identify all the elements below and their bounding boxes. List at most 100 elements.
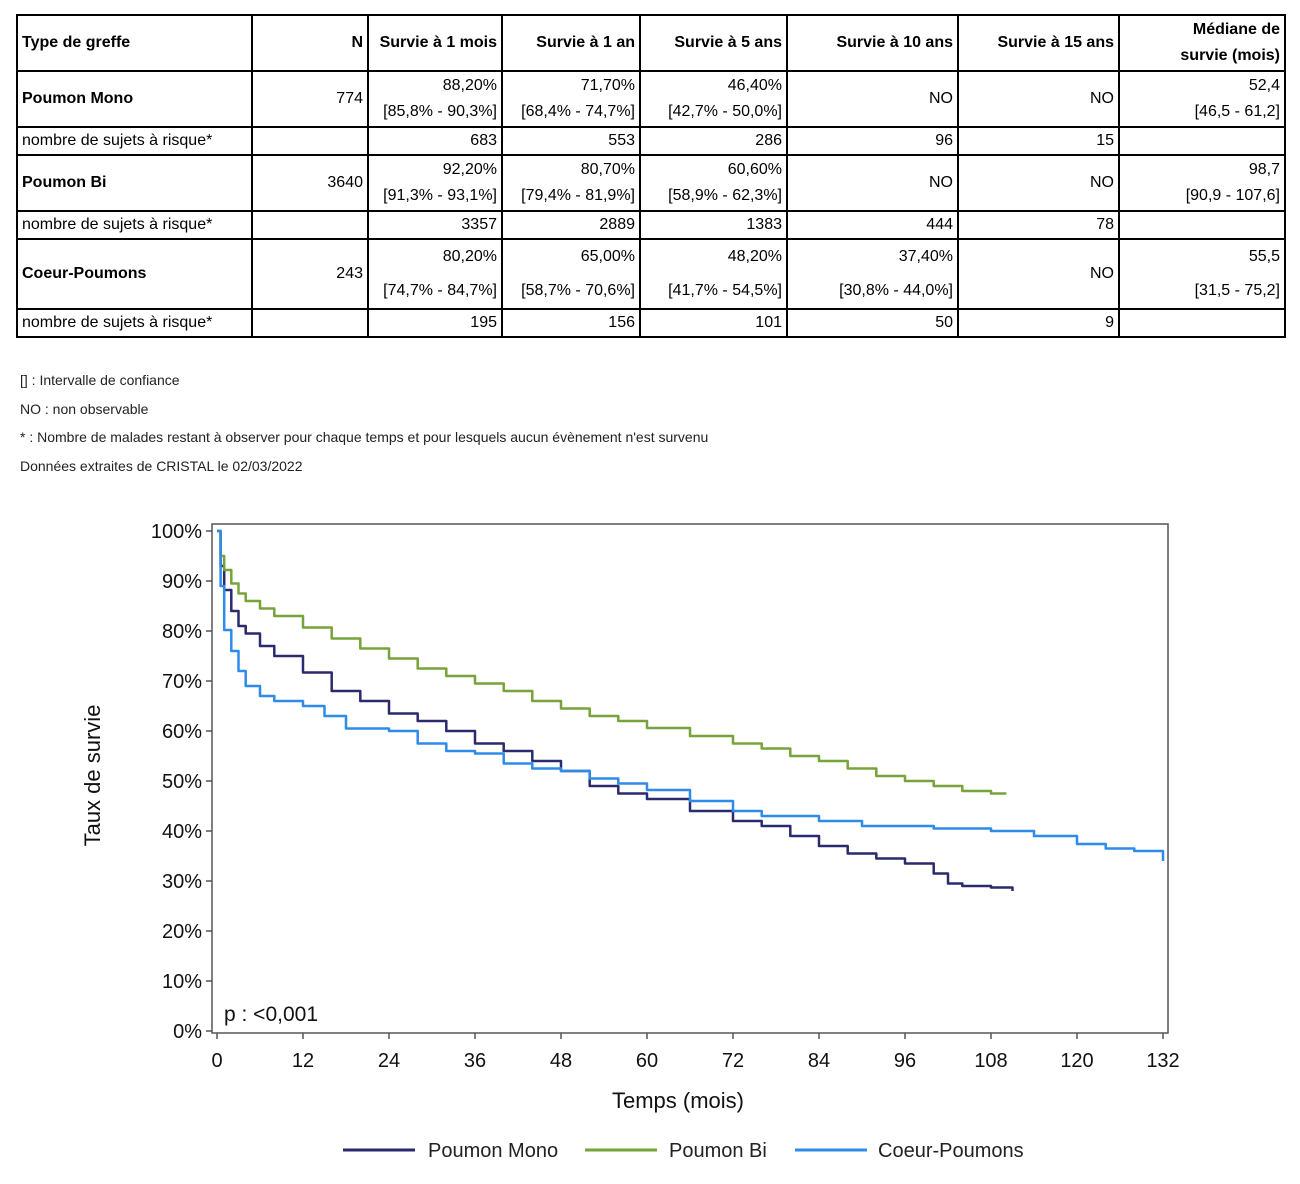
confidence-interval: [42,7% - 50,0%]	[668, 103, 782, 120]
confidence-interval: [41,7% - 54,5%]	[668, 282, 782, 299]
table-row: nombre de sujets à risque* 3357 2889 138…	[16, 210, 1286, 240]
cell-median: 55,5 [31,5 - 75,2]	[1118, 238, 1286, 310]
footnote-source: Données extraites de CRISTAL le 02/03/20…	[20, 458, 303, 475]
y-axis-label: Taux de survie	[80, 705, 105, 847]
cell-1-year: 80,70% [79,4% - 81,9%]	[501, 154, 641, 212]
value: 55,5	[1248, 248, 1280, 265]
group-name: Coeur-Poumons	[16, 238, 253, 310]
cell-5-years: 46,40% [42,7% - 50,0%]	[639, 70, 788, 128]
value: 92,20%	[442, 161, 497, 178]
legend-label: Coeur-Poumons	[878, 1140, 1024, 1162]
x-tick-label: 96	[894, 1050, 916, 1072]
risk-label: nombre de sujets à risque*	[16, 126, 253, 156]
cell-1-month: 92,20% [91,3% - 93,1%]	[367, 154, 503, 212]
group-n: 243	[251, 238, 369, 310]
cell-median: 52,4 [46,5 - 61,2]	[1118, 70, 1286, 128]
risk-10-years: 444	[786, 210, 959, 240]
y-tick-label: 0%	[173, 1021, 202, 1043]
confidence-interval: [91,3% - 93,1%]	[383, 187, 497, 204]
cell-5-years: 48,20% [41,7% - 54,5%]	[639, 238, 788, 310]
risk-empty	[251, 308, 369, 338]
y-tick-label: 30%	[162, 871, 202, 893]
confidence-interval: [58,7% - 70,6%]	[521, 282, 635, 299]
legend: Poumon Mono Poumon Bi Coeur-Poumons	[343, 1140, 1024, 1162]
risk-1-month: 3357	[367, 210, 503, 240]
risk-label: nombre de sujets à risque*	[16, 210, 253, 240]
cell-15-years: NO	[957, 238, 1120, 310]
risk-5-years: 1383	[639, 210, 788, 240]
table-row: nombre de sujets à risque* 195 156 101 5…	[16, 308, 1286, 338]
series-line-coeur-poumons	[217, 529, 1165, 861]
plot-frame	[211, 523, 1169, 1034]
table-header-row: Type de greffe N Survie à 1 mois Survie …	[16, 14, 1286, 72]
risk-5-years: 286	[639, 126, 788, 156]
risk-15-years: 78	[957, 210, 1120, 240]
header-10-years: Survie à 10 ans	[786, 14, 959, 72]
cell-10-years: 37,40% [30,8% - 44,0%]	[786, 238, 959, 310]
cell-1-year: 71,70% [68,4% - 74,7%]	[501, 70, 641, 128]
header-5-years: Survie à 5 ans	[639, 14, 788, 72]
x-tick-label: 48	[550, 1050, 572, 1072]
legend-label: Poumon Mono	[428, 1140, 558, 1162]
risk-empty	[251, 126, 369, 156]
confidence-interval: [31,5 - 75,2]	[1194, 282, 1280, 299]
table-row: Poumon Mono 774 88,20% [85,8% - 90,3%] 71…	[16, 70, 1286, 128]
value: 48,20%	[727, 248, 782, 265]
risk-1-month: 683	[367, 126, 503, 156]
y-tick-label: 100%	[151, 521, 202, 543]
risk-10-years: 96	[786, 126, 959, 156]
risk-empty	[1118, 126, 1286, 156]
risk-empty	[1118, 308, 1286, 338]
x-tick-label: 108	[974, 1050, 1007, 1072]
confidence-interval: [79,4% - 81,9%]	[521, 187, 635, 204]
group-n: 3640	[251, 154, 369, 212]
risk-15-years: 15	[957, 126, 1120, 156]
table-row: Coeur-Poumons 243 80,20% [74,7% - 84,7%] …	[16, 238, 1286, 310]
y-tick-label: 40%	[162, 821, 202, 843]
x-tick-label: 60	[636, 1050, 658, 1072]
x-tick-label: 36	[464, 1050, 486, 1072]
x-tick-label: 132	[1146, 1050, 1179, 1072]
cell-15-years: NO	[957, 154, 1120, 212]
cell-10-years: NO	[786, 70, 959, 128]
confidence-interval: [90,9 - 107,6]	[1185, 187, 1280, 204]
confidence-interval: [74,7% - 84,7%]	[383, 282, 497, 299]
confidence-interval: [46,5 - 61,2]	[1194, 103, 1280, 120]
series-line-poumon-mono	[217, 529, 1014, 891]
x-tick-label: 24	[378, 1050, 400, 1072]
x-tick-label: 84	[808, 1050, 830, 1072]
cell-1-year: 65,00% [58,7% - 70,6%]	[501, 238, 641, 310]
p-value-annotation: p : <0,001	[224, 1003, 318, 1026]
y-tick-label: 60%	[162, 721, 202, 743]
y-tick-label: 80%	[162, 621, 202, 643]
footnote-no: NO : non observable	[20, 400, 149, 417]
cell-1-month: 80,20% [74,7% - 84,7%]	[367, 238, 503, 310]
risk-10-years: 50	[786, 308, 959, 338]
x-tick-label: 120	[1060, 1050, 1093, 1072]
header-median-line1: Médiane de	[1192, 21, 1280, 38]
series-line-poumon-bi	[217, 529, 1007, 795]
risk-15-years: 9	[957, 308, 1120, 338]
x-tick-label: 72	[722, 1050, 744, 1072]
y-tick-label: 50%	[162, 771, 202, 793]
value: 88,20%	[442, 77, 497, 94]
footnote-risk: * : Nombre de malades restant à observer…	[20, 429, 709, 446]
y-tick-label: 90%	[162, 571, 202, 593]
cell-15-years: NO	[957, 70, 1120, 128]
x-tick-label: 12	[292, 1050, 314, 1072]
value: 60,60%	[727, 161, 782, 178]
risk-1-year: 2889	[501, 210, 641, 240]
table-row: nombre de sujets à risque* 683 553 286 9…	[16, 126, 1286, 156]
y-tick-label: 20%	[162, 921, 202, 943]
value: 65,00%	[580, 248, 635, 265]
header-n: N	[251, 14, 369, 72]
group-name: Poumon Mono	[16, 70, 253, 128]
value: 52,4	[1248, 77, 1280, 94]
risk-1-month: 195	[367, 308, 503, 338]
value: 71,70%	[580, 77, 635, 94]
risk-5-years: 101	[639, 308, 788, 338]
survival-table: Type de greffe N Survie à 1 mois Survie …	[16, 14, 1286, 338]
value: 80,70%	[580, 161, 635, 178]
confidence-interval: [85,8% - 90,3%]	[383, 103, 497, 120]
risk-1-year: 156	[501, 308, 641, 338]
